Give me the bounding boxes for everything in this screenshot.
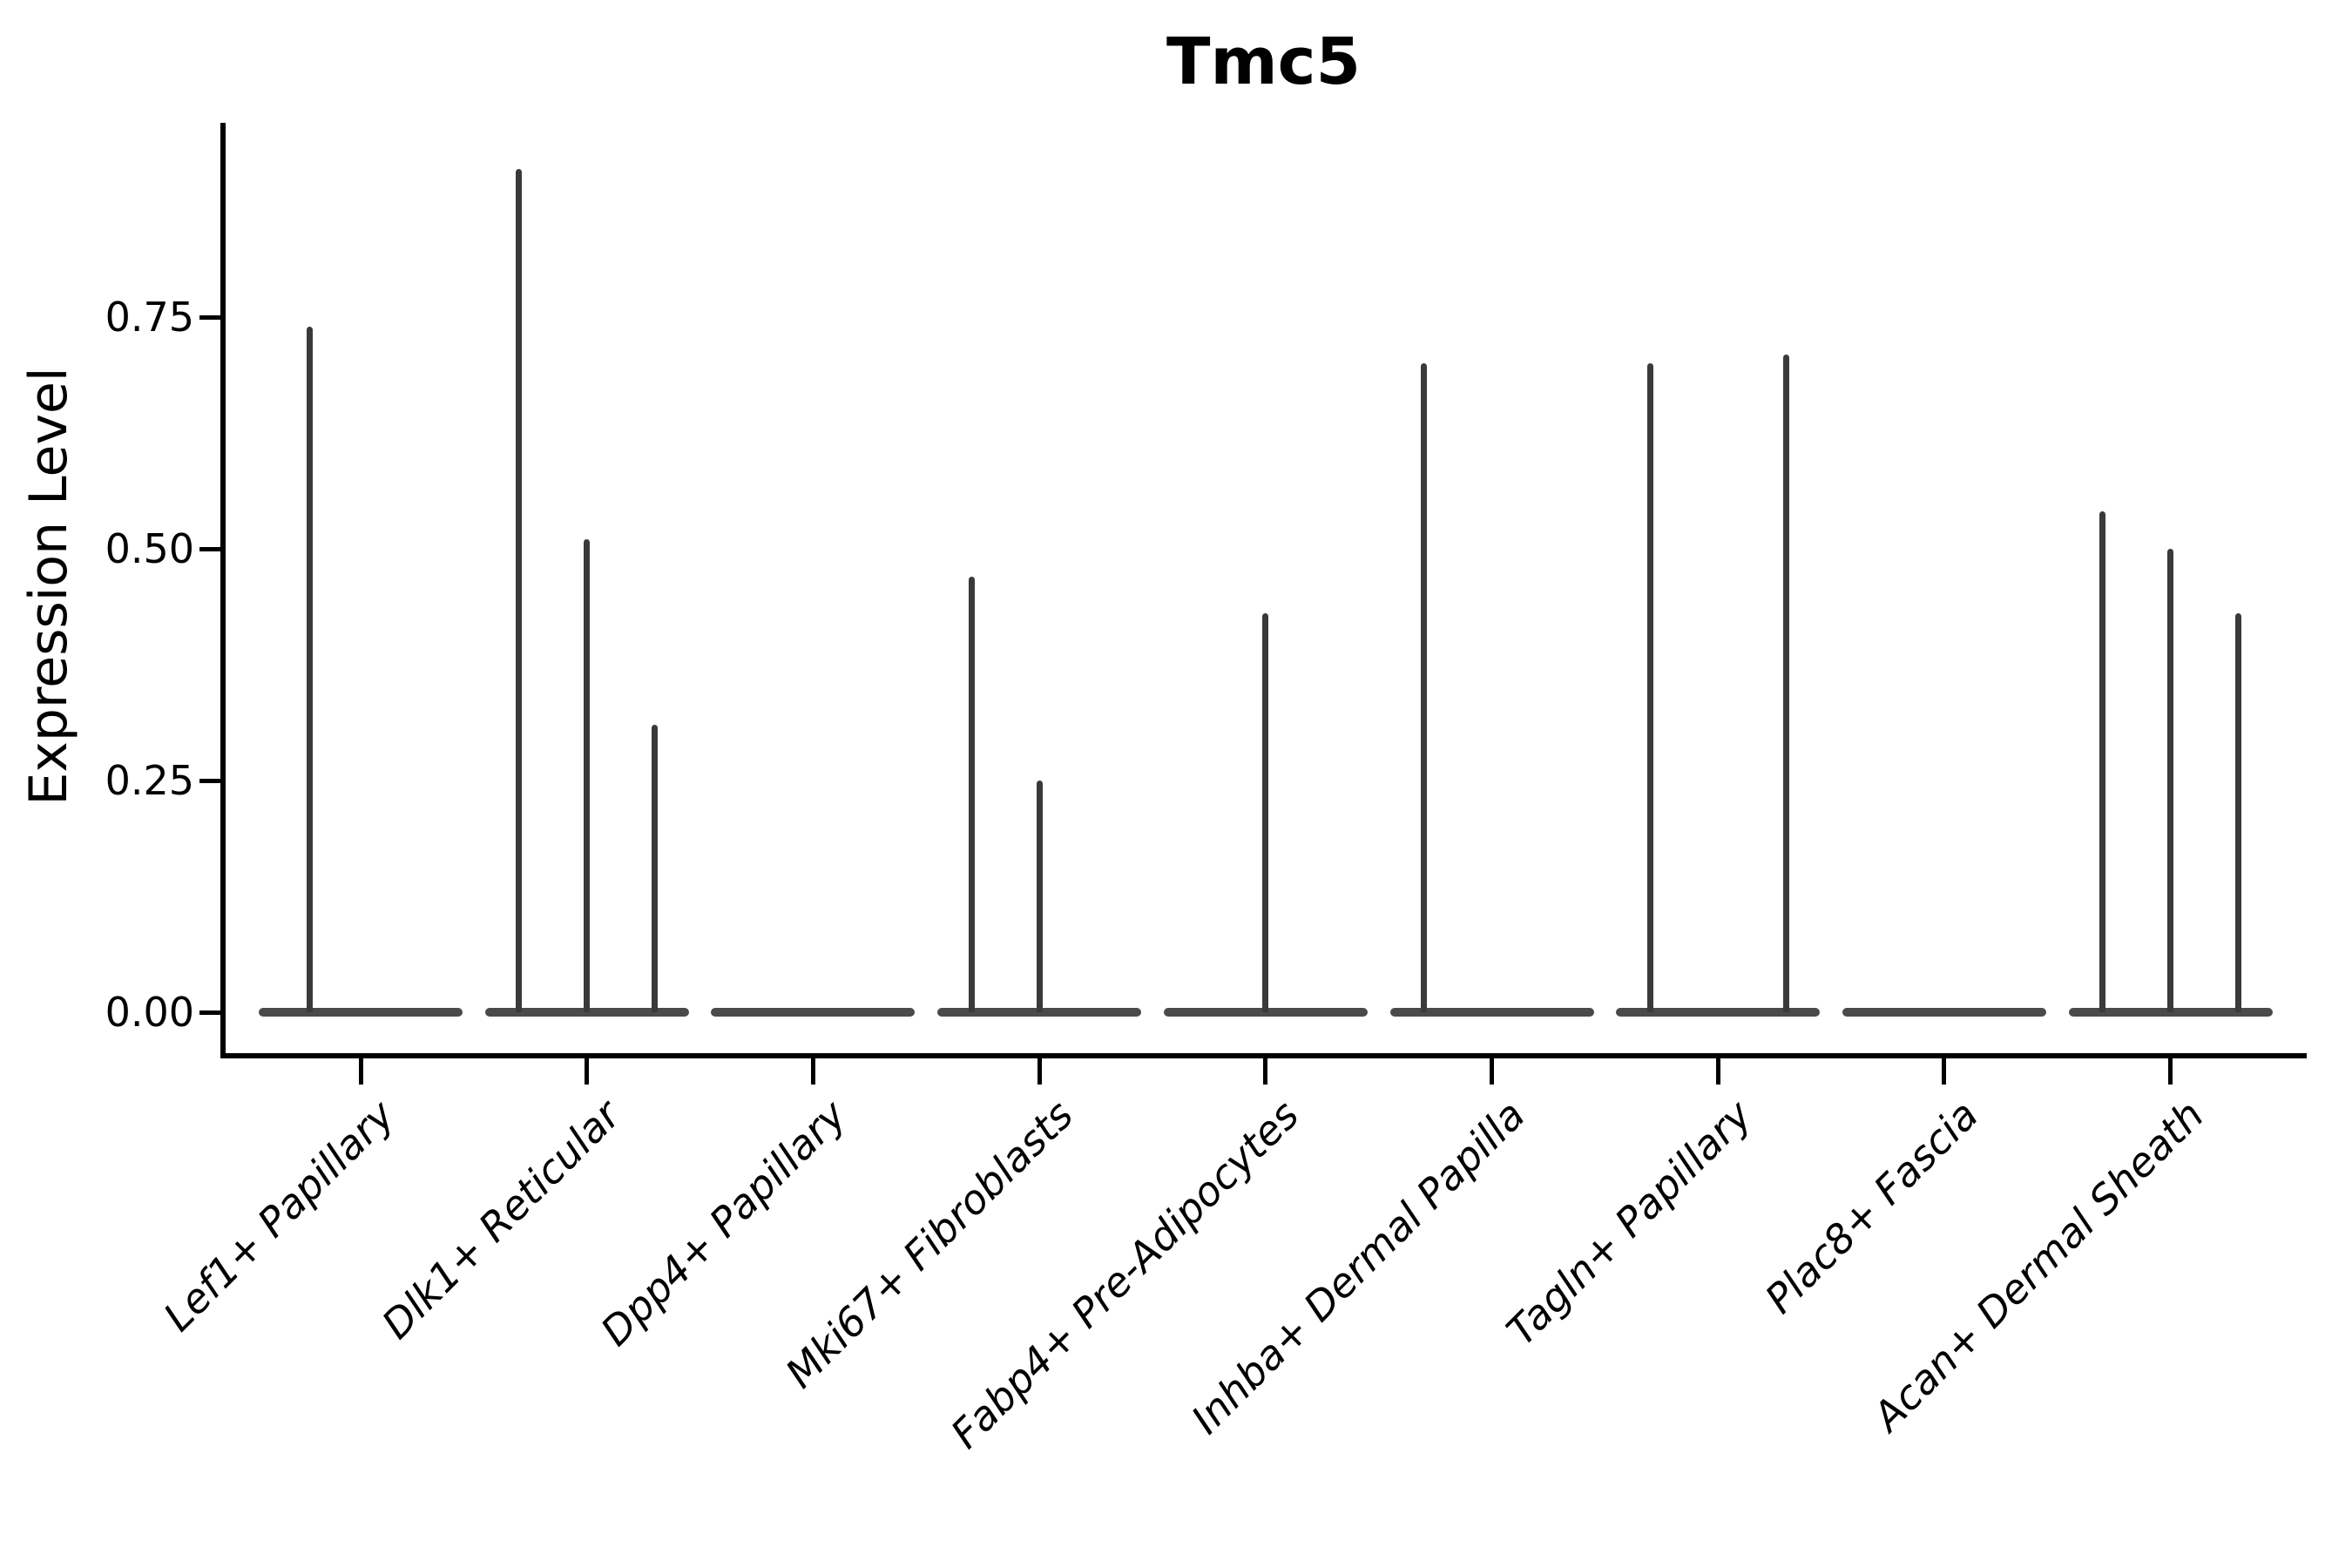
y-axis-line: [220, 123, 226, 1058]
violin-body: [484, 1008, 689, 1017]
y-tick-label: 0.25: [105, 757, 194, 804]
y-tick-label: 0.50: [105, 525, 194, 572]
x-tick-label: Dlk1+ Reticular: [372, 1091, 630, 1348]
violin-spike: [1262, 613, 1269, 1012]
x-tick: [1263, 1058, 1268, 1085]
violin-spike: [307, 326, 313, 1012]
violin-spike: [516, 168, 523, 1012]
y-tick: [199, 1010, 220, 1015]
x-tick-label: Lef1+ Papillary: [153, 1091, 403, 1341]
violin-body: [1616, 1008, 1821, 1017]
violin-body: [1389, 1008, 1594, 1017]
violin-body: [259, 1008, 463, 1017]
violin-body: [2068, 1008, 2273, 1017]
x-tick-label: Plac8+ Fascia: [1755, 1091, 1987, 1322]
x-tick: [2168, 1058, 2173, 1085]
violin-spike: [2167, 549, 2174, 1012]
x-axis-line: [220, 1053, 2307, 1058]
violin-spike: [1036, 781, 1043, 1012]
violin-spike: [2099, 511, 2106, 1012]
x-tick: [358, 1058, 363, 1085]
x-tick: [1715, 1058, 1720, 1085]
violin-spike: [1421, 363, 1427, 1012]
x-tick: [1942, 1058, 1947, 1085]
chart-title: Tmc5: [1166, 24, 1361, 99]
y-tick-label: 0.00: [105, 989, 194, 1036]
x-tick-label: Tagln+ Papillary: [1497, 1091, 1761, 1355]
x-tick: [1490, 1058, 1494, 1085]
violin-spike: [652, 725, 659, 1012]
x-tick: [1037, 1058, 1042, 1085]
y-tick: [199, 778, 220, 783]
violin-body: [711, 1008, 916, 1017]
violin-spike: [1782, 354, 1789, 1012]
violin-spike: [968, 576, 975, 1012]
violin-spike: [2235, 613, 2242, 1012]
x-tick-label: Dpp4+ Papillary: [591, 1091, 856, 1355]
x-tick: [585, 1058, 590, 1085]
y-tick-label: 0.75: [105, 294, 194, 341]
violin-body: [1842, 1008, 2046, 1017]
violin-body: [937, 1008, 1142, 1017]
x-tick: [810, 1058, 815, 1085]
y-tick: [199, 314, 220, 320]
violin-spike: [1646, 363, 1653, 1012]
violin-spike: [584, 539, 591, 1012]
y-tick: [199, 546, 220, 551]
violin-body: [1163, 1008, 1368, 1017]
